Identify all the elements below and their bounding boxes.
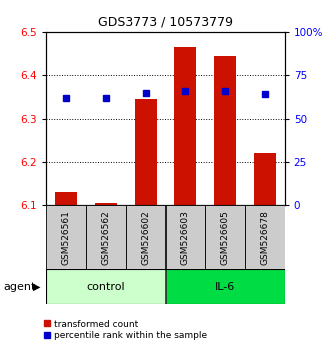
Bar — [135, 99, 157, 205]
Text: GSM526603: GSM526603 — [181, 210, 190, 265]
Text: GSM526561: GSM526561 — [62, 210, 71, 265]
Text: agent: agent — [3, 282, 36, 292]
Text: ▶: ▶ — [33, 282, 40, 292]
Text: IL-6: IL-6 — [215, 282, 235, 292]
Bar — [214, 56, 236, 205]
Bar — [46, 269, 166, 304]
Bar — [86, 205, 126, 269]
Bar — [174, 47, 196, 205]
Text: GDS3773 / 10573779: GDS3773 / 10573779 — [98, 16, 233, 29]
Text: GSM526605: GSM526605 — [220, 210, 230, 265]
Bar — [95, 203, 117, 205]
Text: GSM526602: GSM526602 — [141, 210, 150, 264]
Text: GSM526678: GSM526678 — [260, 210, 269, 265]
Legend: transformed count, percentile rank within the sample: transformed count, percentile rank withi… — [44, 320, 207, 340]
Bar — [126, 205, 166, 269]
Bar — [166, 205, 205, 269]
Bar — [254, 153, 276, 205]
Bar — [245, 205, 285, 269]
Bar — [166, 269, 285, 304]
Bar — [55, 192, 77, 205]
Bar — [46, 205, 86, 269]
Bar — [205, 205, 245, 269]
Text: control: control — [87, 282, 125, 292]
Text: GSM526562: GSM526562 — [101, 210, 111, 264]
